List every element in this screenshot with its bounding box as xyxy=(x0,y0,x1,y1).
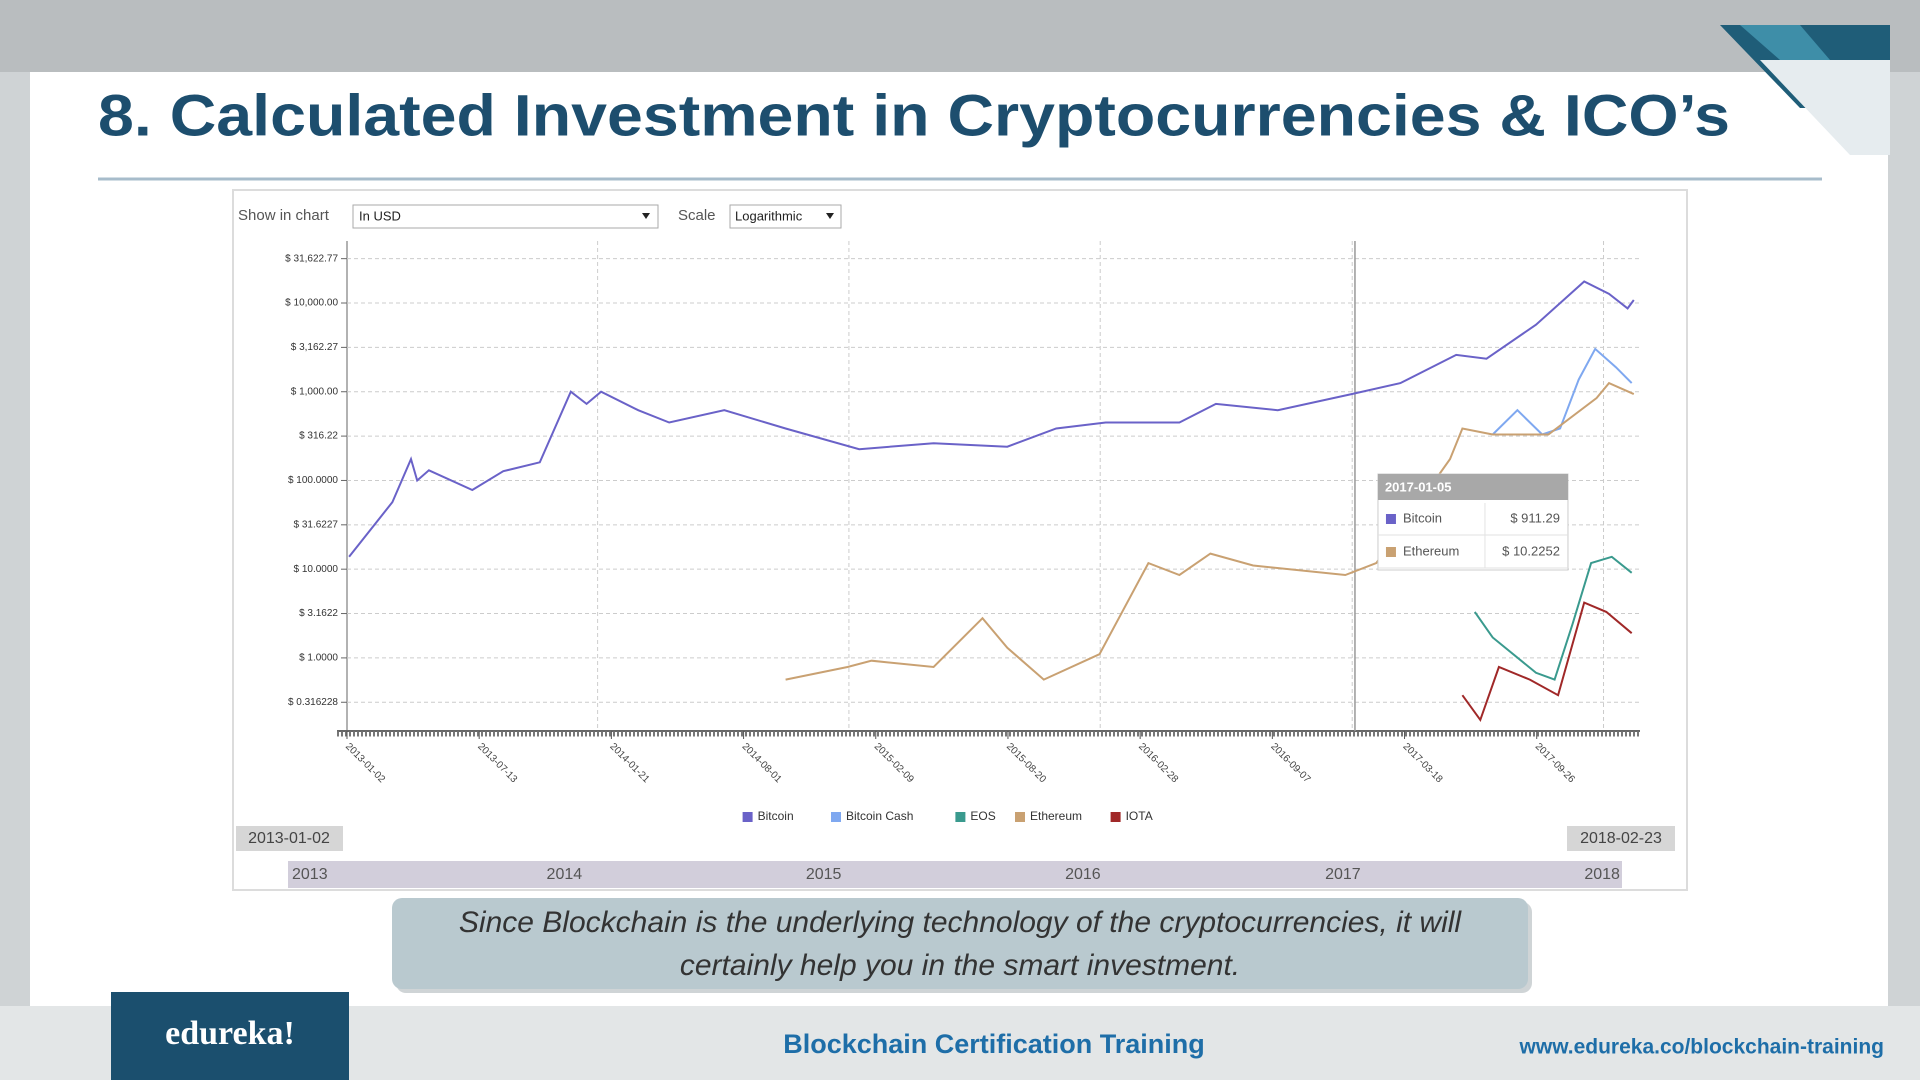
range-box xyxy=(1567,826,1675,851)
navigator-labels: 2013 2014 2015 2016 2017 2018 xyxy=(292,866,1620,883)
navigator-year: 2014 xyxy=(547,866,583,883)
select-value[interactable]: Logarithmic xyxy=(735,208,803,223)
legend-swatch xyxy=(742,812,753,822)
navigator[interactable] xyxy=(288,861,1622,888)
tooltip-value: $ 911.29 xyxy=(1510,510,1560,525)
tooltip-swatch xyxy=(1385,547,1396,557)
y-tick-label: $ 10.0000 xyxy=(294,564,339,575)
range-box xyxy=(236,826,343,851)
range-start: 2013-01-02 xyxy=(248,830,330,847)
legend-swatch xyxy=(831,812,841,822)
series-line xyxy=(1491,347,1633,436)
control-label: Show in chart xyxy=(238,207,330,224)
legend-label: IOTA xyxy=(1126,809,1153,823)
series-line xyxy=(348,280,1635,558)
navigator-year: 2017 xyxy=(1325,866,1361,883)
caption-box xyxy=(392,898,1528,989)
legend-label: Bitcoin Cash xyxy=(846,809,913,823)
y-tick-label: $ 3.1622 xyxy=(299,608,338,619)
y-tick-label: $ 1,000.00 xyxy=(291,386,339,397)
series-line xyxy=(785,381,1635,681)
y-tick-label: $ 3,162.27 xyxy=(291,342,339,353)
legend-swatch xyxy=(1015,812,1025,822)
tooltip-value: $ 10.2252 xyxy=(1502,543,1560,558)
legend-swatch xyxy=(955,812,966,822)
y-tick-label: $ 0.316228 xyxy=(288,697,338,708)
tooltip-date: 2017-01-05 xyxy=(1385,479,1452,494)
tooltip-name: Bitcoin xyxy=(1403,510,1442,525)
legend-label: Ethereum xyxy=(1030,809,1082,823)
control-label: Scale xyxy=(678,207,716,224)
legend-label: EOS xyxy=(970,809,995,823)
y-tick-label: $ 316.22 xyxy=(299,431,338,442)
select[interactable] xyxy=(729,204,842,229)
legend-swatch xyxy=(1110,812,1121,822)
logo: edureka! xyxy=(165,1015,295,1052)
caption-line: Since Blockchain is the underlying techn… xyxy=(459,906,1463,939)
select-arrow xyxy=(642,213,650,219)
tooltip-swatch xyxy=(1385,514,1396,524)
footer-url[interactable]: www.edureka.co/blockchain-training xyxy=(1519,1036,1884,1059)
tooltip-name: Ethereum xyxy=(1403,543,1459,558)
y-tick-label: $ 100.0000 xyxy=(288,475,338,486)
caption-line: certainly help you in the smart investme… xyxy=(680,949,1240,982)
series-line xyxy=(1473,555,1633,681)
y-tick-label: $ 31.6227 xyxy=(294,519,339,530)
range-end: 2018-02-23 xyxy=(1580,830,1662,847)
slide-title: 8. Calculated Investment in Cryptocurren… xyxy=(98,83,1730,148)
y-tick-label: $ 10,000.00 xyxy=(285,298,338,309)
select[interactable] xyxy=(352,204,659,229)
tooltip-header xyxy=(1377,474,1568,500)
legend-label: Bitcoin xyxy=(758,809,794,823)
navigator-year: 2016 xyxy=(1065,866,1101,883)
y-tick-label: $ 31,622.77 xyxy=(285,253,338,264)
series-line xyxy=(1461,601,1633,723)
select-value[interactable]: In USD xyxy=(359,208,401,223)
y-tick-label: $ 1.0000 xyxy=(299,653,338,664)
logo-box xyxy=(111,992,349,1080)
decoration xyxy=(1760,60,1890,155)
status-bar xyxy=(0,0,1920,72)
navigator-year: 2018 xyxy=(1584,866,1620,883)
select-arrow xyxy=(826,213,834,219)
course-name: Blockchain Certification Training xyxy=(783,1029,1205,1059)
navigator-year: 2013 xyxy=(292,866,328,883)
navigator-year: 2015 xyxy=(806,866,842,883)
